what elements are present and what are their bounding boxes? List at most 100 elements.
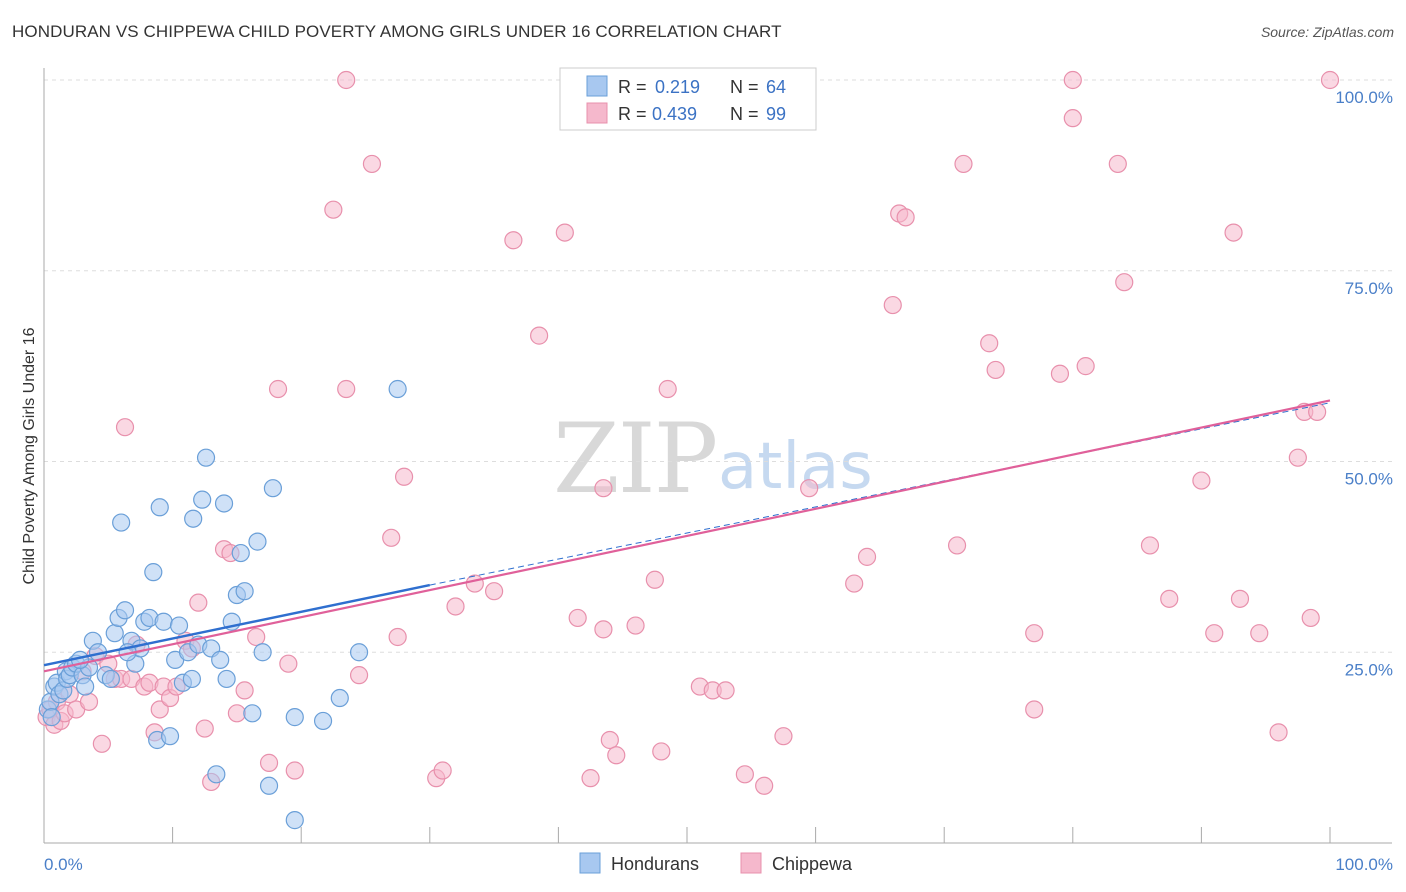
bottom-legend: Hondurans Chippewa (579, 852, 853, 874)
chippewa-point (362, 154, 382, 174)
tick-labels: 25.0% 50.0% 75.0% 100.0% (1335, 88, 1393, 679)
chippewa-point (594, 479, 613, 498)
legend-n-label-chippewa: N = (730, 104, 759, 124)
chippewa-point (1301, 608, 1320, 628)
honduran-point (388, 379, 407, 399)
chippewa-point (716, 681, 735, 700)
chippewa-point (195, 719, 214, 738)
y-tick-label-25: 25.0% (1345, 660, 1393, 679)
chippewa-point (285, 761, 304, 780)
honduran-point (285, 708, 304, 727)
chippewa-point (235, 681, 254, 700)
chippewa-point (337, 70, 356, 90)
chippewa-point (1288, 448, 1307, 467)
chippewa-point (388, 627, 407, 647)
honduran-point (349, 643, 369, 662)
source-label: Source: ZipAtlas.com (1260, 24, 1394, 40)
chippewa-point (645, 570, 664, 589)
chippewa-point (324, 200, 343, 219)
honduran-point (243, 704, 262, 723)
chippewa-point (92, 734, 111, 753)
y-tick-label-50: 50.0% (1345, 470, 1393, 489)
chippewa-point (1025, 624, 1044, 643)
chippewa-point (980, 334, 999, 353)
chippewa-point (465, 574, 484, 593)
chippewa-point (600, 730, 619, 750)
chippewa-point (1115, 273, 1134, 292)
chippewa-point (247, 627, 266, 647)
honduran-point (193, 490, 212, 509)
chippewa-trend-line (43, 399, 1331, 673)
honduran-point (330, 688, 349, 708)
chippewa-point (774, 727, 793, 746)
legend-n-label-hondurans: N = (730, 77, 759, 97)
chippewa-point (433, 761, 452, 780)
chippewa-point (857, 547, 877, 566)
honduran-point (217, 669, 236, 689)
chippewa-point (1205, 624, 1224, 643)
chippewa-point (607, 746, 626, 765)
honduran-point (76, 677, 95, 696)
gridlines (44, 79, 1392, 653)
chippewa-point (755, 776, 774, 795)
chippewa-point (1108, 154, 1127, 174)
legend-box: R = 0.219 N = 64 R = 0.439 N = 99 (559, 67, 817, 131)
chippewa-point (1192, 471, 1211, 490)
honduran-point (150, 498, 169, 517)
honduran-point (231, 543, 250, 563)
honduran-point (259, 776, 279, 795)
honduran-point (154, 612, 173, 631)
chippewa-point (268, 379, 288, 399)
honduran-point (235, 582, 254, 601)
honduran-point (160, 727, 180, 746)
legend-swatch-hondurans (586, 75, 608, 97)
chippewa-point (349, 666, 369, 685)
honduran-point (169, 616, 189, 635)
chippewa-point (954, 154, 973, 174)
chippewa-point (189, 593, 208, 612)
chippewa-point (1025, 700, 1044, 719)
bottom-legend-chippewa: Chippewa (772, 854, 853, 874)
chippewa-point (845, 574, 864, 593)
chippewa-point (1250, 624, 1269, 643)
chippewa-point (1076, 357, 1095, 376)
chippewa-point (1320, 70, 1340, 90)
chippewa-point (1063, 70, 1082, 90)
chippewa-point (1063, 109, 1082, 128)
honduran-point (248, 532, 267, 551)
chippewa-point (568, 608, 587, 628)
chippewa-point (1269, 723, 1288, 742)
bottom-legend-hondurans: Hondurans (611, 854, 699, 874)
chippewa-point (626, 616, 645, 635)
legend-r-label-hondurans: R = (618, 77, 647, 97)
chippewa-point (1050, 364, 1070, 383)
chippewa-point (259, 753, 279, 772)
honduran-point (101, 669, 120, 689)
legend-n-value-chippewa: 99 (766, 104, 786, 124)
trend-lines (43, 399, 1331, 673)
honduran-point (214, 494, 234, 513)
bottom-legend-swatch-hondurans (579, 852, 601, 874)
honduran-point (115, 601, 135, 620)
chippewa-point (115, 418, 135, 437)
chippewa-point (337, 379, 356, 399)
honduran-point (196, 448, 216, 467)
hondurans-trend-line (43, 583, 431, 667)
chippewa-point (1308, 402, 1327, 422)
honduran-point (112, 513, 131, 532)
honduran-point (207, 765, 226, 784)
honduran-point (263, 479, 283, 498)
chippewa-point (581, 769, 600, 788)
chippewa-point (594, 620, 613, 639)
chippewa-point (735, 765, 754, 784)
honduran-point (42, 708, 61, 727)
honduran-point (144, 563, 163, 582)
chippewa-point (530, 326, 549, 345)
chippewa-point (1224, 223, 1243, 242)
hondurans-points (38, 379, 407, 830)
honduran-point (211, 650, 230, 669)
x-tick-min: 0.0% (44, 855, 83, 874)
chippewa-point (227, 704, 246, 723)
y-axis-label: Child Poverty Among Girls Under 16 (21, 327, 38, 584)
honduran-point (253, 643, 272, 662)
